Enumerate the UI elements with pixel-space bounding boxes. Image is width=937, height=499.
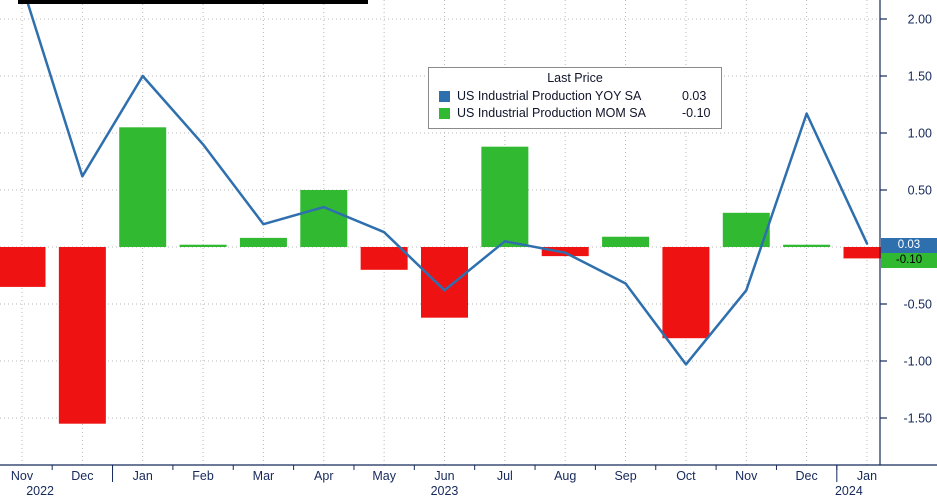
svg-text:Aug: Aug [554,469,576,483]
svg-text:Feb: Feb [192,469,214,483]
svg-text:Mar: Mar [253,469,275,483]
svg-text:Nov: Nov [11,469,34,483]
svg-text:Nov: Nov [735,469,758,483]
legend-value-yoy: 0.03 [682,89,707,103]
svg-text:-1.00: -1.00 [904,355,933,369]
mom-color-swatch [439,108,450,119]
legend-value-mom: -0.10 [682,106,711,120]
svg-text:-1.50: -1.50 [904,412,933,426]
svg-text:2022: 2022 [26,484,54,498]
svg-text:Jan: Jan [133,469,153,483]
svg-text:Oct: Oct [676,469,696,483]
svg-text:-0.50: -0.50 [904,298,933,312]
svg-text:Jan: Jan [857,469,877,483]
svg-text:0.50: 0.50 [908,184,932,198]
legend-item-mom: US Industrial Production MOM SA -0.10 [439,105,711,122]
svg-text:Jul: Jul [497,469,513,483]
svg-text:Dec: Dec [796,469,818,483]
svg-text:2023: 2023 [431,484,459,498]
svg-text:Sep: Sep [614,469,636,483]
yoy-color-swatch [439,91,450,102]
last-price-yoy: 0.03 [881,238,937,253]
svg-text:1.00: 1.00 [908,127,932,141]
last-price-mom: -0.10 [881,253,937,268]
legend-title: Last Price [547,71,603,85]
top-frame-fragment [18,0,368,4]
legend-item-yoy: US Industrial Production YOY SA 0.03 [439,88,711,105]
svg-text:1.50: 1.50 [908,70,932,84]
legend: Last Price US Industrial Production YOY … [428,67,722,129]
svg-text:2.00: 2.00 [908,13,932,27]
svg-text:Dec: Dec [71,469,93,483]
svg-text:Jun: Jun [434,469,454,483]
svg-text:2024: 2024 [835,484,863,498]
svg-text:Apr: Apr [314,469,333,483]
legend-label-mom: US Industrial Production MOM SA [457,106,646,120]
svg-text:May: May [372,469,396,483]
legend-label-yoy: US Industrial Production YOY SA [457,89,642,103]
